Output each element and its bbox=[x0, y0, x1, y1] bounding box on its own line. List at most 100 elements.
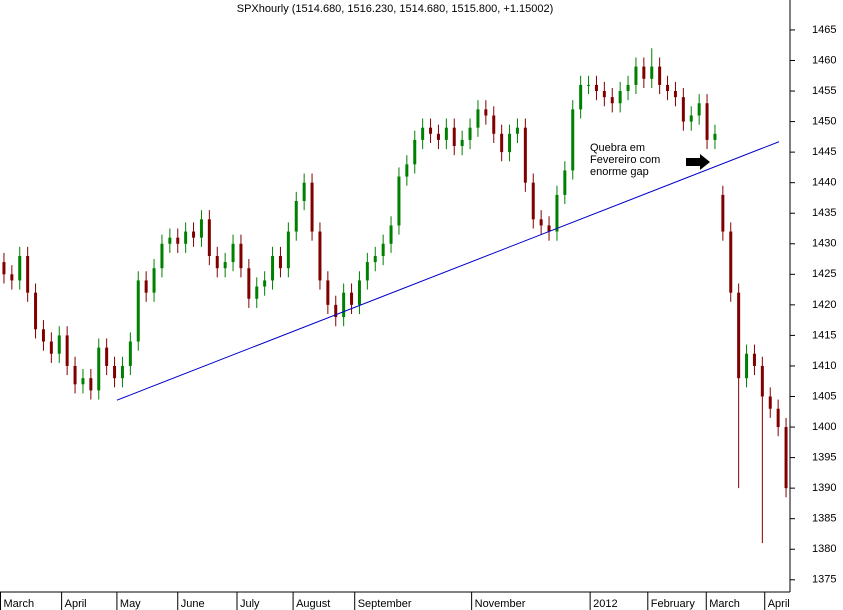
y-tick-label: 1465 bbox=[812, 24, 836, 36]
candle-body bbox=[666, 84, 670, 92]
candle-body bbox=[26, 255, 30, 293]
y-tick-label: 1450 bbox=[812, 115, 836, 127]
candle-body bbox=[500, 133, 504, 153]
y-tick-label: 1410 bbox=[812, 360, 836, 372]
candle-body bbox=[65, 335, 69, 366]
arrow bbox=[686, 154, 710, 170]
candle-body bbox=[184, 231, 188, 244]
x-tick-label: April bbox=[768, 598, 790, 610]
x-tick-label: July bbox=[240, 598, 260, 610]
candle-body bbox=[168, 237, 172, 244]
candle-body bbox=[602, 91, 606, 98]
candle-body bbox=[192, 231, 196, 238]
candle-body bbox=[563, 170, 567, 195]
x-tick-label: May bbox=[120, 598, 141, 610]
candle-body bbox=[350, 292, 354, 305]
candle-body bbox=[231, 243, 235, 263]
candle-body bbox=[215, 255, 219, 269]
candle-body bbox=[247, 268, 251, 299]
candle-body bbox=[579, 84, 583, 110]
candle-body bbox=[136, 280, 140, 342]
candle-body bbox=[594, 84, 598, 92]
candle-body bbox=[681, 97, 685, 122]
candle-body bbox=[721, 194, 725, 232]
y-tick-label: 1385 bbox=[812, 513, 836, 525]
candle-body bbox=[302, 182, 306, 201]
candle-body bbox=[81, 378, 85, 385]
candle-body bbox=[18, 255, 22, 281]
candle-body bbox=[705, 103, 709, 140]
candle-body bbox=[286, 231, 290, 269]
candle-body bbox=[326, 280, 330, 305]
candle-body bbox=[373, 255, 377, 263]
y-tick-label: 1440 bbox=[812, 177, 836, 189]
x-tick-label: August bbox=[296, 598, 330, 610]
x-tick-label: March bbox=[709, 598, 740, 610]
candle-body bbox=[294, 200, 298, 232]
x-tick-label: June bbox=[181, 598, 205, 610]
candle-body bbox=[444, 127, 448, 140]
x-tick-label: September bbox=[358, 598, 412, 610]
candle-body bbox=[729, 231, 733, 293]
candle-body bbox=[468, 127, 472, 140]
candle-body bbox=[492, 115, 496, 134]
y-tick-label: 1405 bbox=[812, 390, 836, 402]
x-tick-label: 2012 bbox=[593, 598, 617, 610]
candle-body bbox=[429, 127, 433, 134]
candle-body bbox=[41, 329, 45, 342]
candle-body bbox=[776, 408, 780, 428]
candle-body bbox=[555, 194, 559, 232]
candle-body bbox=[255, 286, 259, 299]
x-tick-label: April bbox=[65, 598, 87, 610]
candle-body bbox=[34, 292, 38, 330]
candle-body bbox=[642, 66, 646, 79]
candle-body bbox=[144, 280, 148, 293]
candle-body bbox=[113, 365, 117, 379]
annotation: Quebra em bbox=[590, 142, 645, 154]
candle-body bbox=[160, 243, 164, 269]
candle-body bbox=[460, 139, 464, 147]
candle-body bbox=[626, 84, 630, 92]
y-tick-label: 1420 bbox=[812, 299, 836, 311]
candle-body bbox=[587, 84, 591, 86]
candle-body bbox=[618, 91, 622, 104]
candle-body bbox=[199, 219, 203, 238]
y-tick-label: 1380 bbox=[812, 543, 836, 555]
candle-body bbox=[768, 396, 772, 409]
candle-body bbox=[452, 127, 456, 147]
y-tick-label: 1395 bbox=[812, 451, 836, 463]
candle-body bbox=[484, 109, 488, 116]
chart-title: SPXhourly (1514.680, 1516.230, 1514.680,… bbox=[237, 3, 554, 15]
candle-body bbox=[784, 427, 788, 489]
candle-body bbox=[176, 237, 180, 244]
candle-body bbox=[421, 127, 425, 140]
candle-body bbox=[737, 292, 741, 379]
candle-body bbox=[539, 219, 543, 226]
candle-body bbox=[128, 341, 132, 366]
candle-body bbox=[413, 139, 417, 165]
candle-body bbox=[278, 255, 282, 269]
candle-body bbox=[531, 182, 535, 220]
trendline bbox=[116, 141, 780, 401]
y-tick-label: 1430 bbox=[812, 238, 836, 250]
candle-body bbox=[57, 335, 61, 354]
candle-body bbox=[10, 274, 14, 281]
candle-body bbox=[381, 243, 385, 256]
candle-body bbox=[650, 66, 654, 79]
candle-body bbox=[745, 353, 749, 379]
y-tick-label: 1415 bbox=[812, 329, 836, 341]
y-tick-label: 1390 bbox=[812, 482, 836, 494]
candle-body bbox=[752, 353, 756, 366]
candle-body bbox=[365, 262, 369, 281]
candle-body bbox=[508, 133, 512, 153]
candle-body bbox=[207, 219, 211, 256]
candle-body bbox=[105, 347, 109, 366]
annotation: Fevereiro com bbox=[590, 154, 660, 166]
candle-body bbox=[697, 103, 701, 116]
candle-body bbox=[2, 262, 6, 275]
candle-body bbox=[673, 91, 677, 98]
candle-body bbox=[397, 176, 401, 226]
candle-body bbox=[239, 243, 243, 269]
